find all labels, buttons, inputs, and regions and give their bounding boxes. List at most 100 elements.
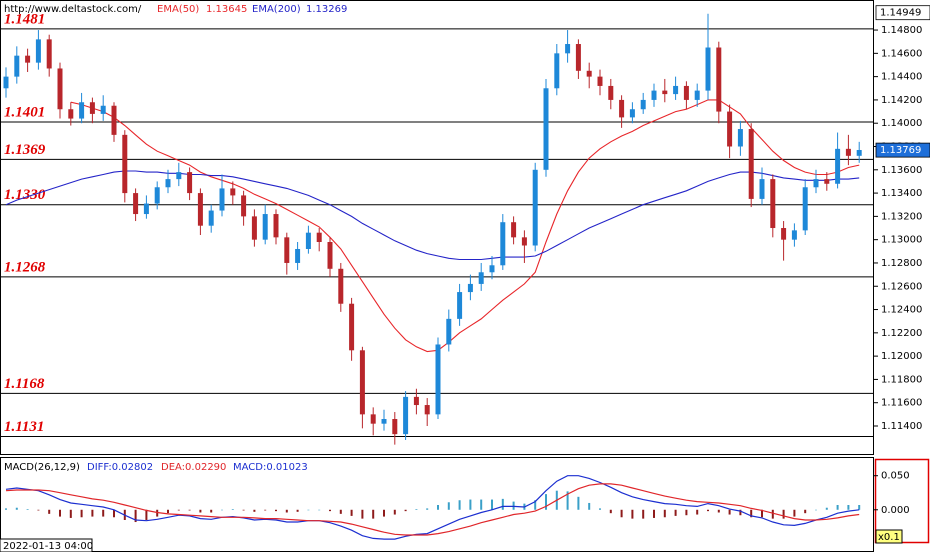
- plot-layer: 1.148001.146001.144001.142001.140001.138…: [0, 5, 930, 540]
- candle-body: [230, 188, 236, 196]
- macd-bar: [761, 509, 763, 518]
- candle-body: [273, 214, 279, 238]
- macd-bar: [329, 509, 331, 512]
- y-tick-label: 1.11800: [881, 374, 922, 385]
- candle-body: [511, 222, 517, 238]
- candle-body: [46, 39, 52, 69]
- candle-body: [25, 55, 31, 63]
- y-tick-label: 0.050: [881, 471, 910, 482]
- y-tick-label: 1.13400: [881, 188, 922, 199]
- candle-body: [586, 70, 592, 77]
- macd-bar: [188, 509, 191, 511]
- macd-bar: [275, 509, 277, 512]
- ema-line: [70, 99, 860, 353]
- macd-bar: [372, 509, 375, 519]
- macd-bar: [750, 509, 753, 518]
- candle-body: [489, 265, 495, 273]
- macd-bar: [815, 509, 817, 511]
- macd-bar: [210, 509, 213, 513]
- macd-bar: [134, 509, 137, 523]
- macd-bar: [415, 509, 418, 510]
- candle-body: [467, 283, 473, 293]
- y-tick-label: 1.13000: [881, 235, 922, 246]
- candle-body: [327, 241, 333, 269]
- candle-body: [89, 102, 95, 114]
- candle-body: [370, 414, 376, 424]
- price-marker-box: [875, 5, 930, 21]
- y-tick-label: 1.14200: [881, 95, 922, 106]
- macd-bar: [782, 509, 785, 519]
- y-tick-label: 0.000: [881, 505, 910, 516]
- candle-body: [619, 99, 625, 118]
- macd-bar: [404, 509, 407, 512]
- y-tick-label: 1.11600: [881, 398, 922, 409]
- macd-bar: [566, 491, 569, 510]
- macd-line: [5, 475, 860, 540]
- macd-bar: [674, 509, 677, 516]
- y-tick-label: 1.12200: [881, 328, 922, 339]
- candle-body: [381, 419, 387, 424]
- macd-bar: [113, 509, 115, 518]
- candle-body: [305, 232, 311, 249]
- macd-bar: [156, 509, 159, 517]
- macd-bar: [145, 509, 148, 520]
- candle-body: [176, 172, 182, 180]
- macd-bar: [253, 509, 256, 512]
- candle-body: [187, 172, 193, 194]
- macd-bar: [37, 509, 40, 511]
- candle-body: [716, 47, 722, 112]
- candle-body: [284, 237, 290, 263]
- candle-body: [554, 53, 560, 89]
- candle-body: [856, 149, 862, 156]
- y-tick-label: 1.14000: [881, 118, 922, 129]
- candle-body: [79, 102, 85, 119]
- candle-body: [791, 230, 797, 240]
- candle-body: [133, 193, 139, 215]
- macd-bar: [545, 494, 547, 510]
- macd-bar: [393, 509, 396, 515]
- candle-body: [500, 222, 506, 266]
- y-tick-label: 1.11400: [881, 421, 922, 432]
- candle-body: [640, 99, 646, 110]
- macd-bar: [858, 505, 861, 510]
- macd-bar: [15, 507, 18, 510]
- candle-body: [424, 405, 430, 415]
- candle-body: [759, 179, 765, 199]
- y-tick-label: 1.14400: [881, 72, 922, 83]
- macd-bar: [91, 509, 94, 517]
- macd-bar: [102, 509, 105, 517]
- macd-bar: [199, 509, 202, 513]
- price-marker-label: 1.13769: [880, 145, 921, 156]
- candle-body: [219, 188, 225, 211]
- macd-bar: [447, 502, 450, 510]
- time-box: [0, 538, 93, 552]
- macd-bar: [285, 509, 288, 513]
- macd-bar: [167, 509, 169, 514]
- macd-bar: [847, 505, 850, 510]
- macd-bar: [609, 509, 612, 514]
- candle-body: [802, 187, 808, 231]
- macd-bar: [771, 509, 774, 519]
- candle-body: [197, 193, 203, 226]
- scale-label: x0.1: [878, 532, 900, 543]
- candle-body: [673, 85, 679, 95]
- candle-body: [413, 396, 419, 406]
- candle-body: [608, 85, 614, 100]
- candle-body: [446, 318, 452, 345]
- macd-bar: [69, 509, 72, 518]
- candle-body: [727, 111, 733, 147]
- candle-body: [629, 109, 635, 118]
- macd-bar: [59, 509, 61, 517]
- macd-bar: [534, 500, 537, 510]
- y-tick-label: 1.12600: [881, 281, 922, 292]
- macd-bar: [620, 509, 623, 518]
- macd-bar: [653, 509, 655, 518]
- candle-body: [143, 203, 149, 215]
- ema-line: [5, 170, 860, 261]
- candle-body: [824, 179, 830, 184]
- candle-body: [165, 179, 171, 188]
- macd-bar: [48, 509, 51, 514]
- macd-bar: [663, 509, 666, 518]
- ema200-name: EMA(200): [252, 4, 301, 15]
